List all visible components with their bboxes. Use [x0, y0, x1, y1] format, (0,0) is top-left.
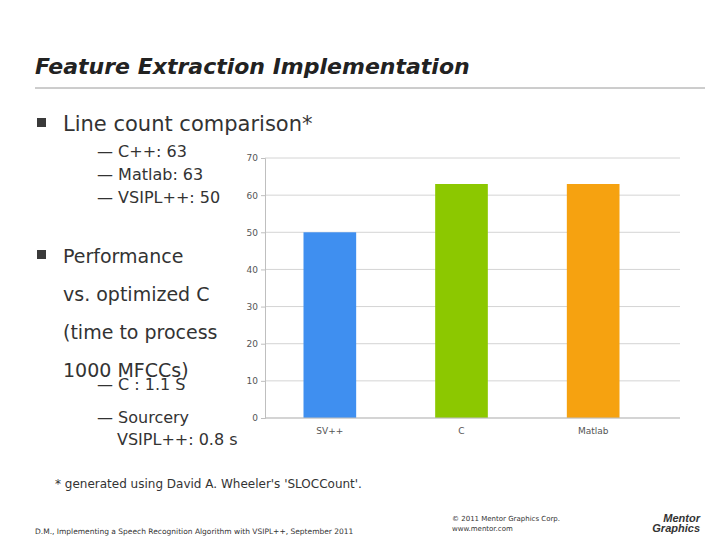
sub-bullet-text: — Sourcery — [97, 408, 189, 427]
y-axis-line — [261, 159, 266, 419]
y-tick: 20 — [247, 339, 265, 349]
x-axis-line — [265, 418, 680, 419]
sub-bullet-text: — Matlab: 63 — [97, 165, 203, 184]
y-tick: 50 — [247, 228, 265, 238]
bullet-text: vs. optimized C — [63, 283, 209, 305]
y-tick-mark — [261, 307, 265, 308]
grid-line — [265, 418, 680, 419]
slide: Feature Extraction Implementation Line co… — [0, 0, 720, 540]
footnote: * generated using David A. Wheeler's 'SL… — [55, 477, 362, 491]
x-tick: SV++ — [316, 418, 343, 436]
bar — [435, 184, 488, 418]
y-axis: 0 10 20 30 40 50 60 70 — [247, 153, 266, 423]
title-rule — [35, 88, 705, 89]
y-tick-label: 30 — [247, 302, 259, 312]
x-tick-label: Matlab — [578, 426, 609, 436]
bullet-text: Line count comparison* — [63, 112, 312, 136]
y-tick-label: 60 — [247, 191, 259, 201]
chart: 0 10 20 30 40 50 60 70 SV++ C Matlab — [247, 153, 680, 436]
bullet-marker — [37, 250, 46, 259]
y-tick-mark — [261, 381, 265, 382]
grid-line — [265, 158, 680, 159]
bullet-text: (time to process — [63, 321, 218, 343]
y-tick-label: 50 — [247, 228, 259, 238]
x-tick-label: C — [458, 426, 464, 436]
y-tick-label: 20 — [247, 339, 259, 349]
footer-citation: D.M., Implementing a Speech Recognition … — [35, 527, 354, 536]
logo: Graphics — [652, 522, 700, 534]
y-tick: 40 — [247, 265, 265, 275]
sub-bullet-text: — C++: 63 — [97, 142, 187, 161]
x-axis: SV++ C Matlab — [265, 418, 680, 436]
sub-bullet-text: — C : 1.1 S — [97, 375, 186, 394]
bullet-text: Performance — [63, 245, 183, 267]
bar — [304, 232, 357, 418]
y-tick: 70 — [247, 153, 265, 163]
y-tick-mark — [261, 158, 265, 159]
x-tick-label: SV++ — [316, 426, 343, 436]
y-tick-label: 70 — [247, 153, 259, 163]
copyright: © 2011 Mentor Graphics Corp. — [452, 515, 560, 523]
y-tick-mark — [261, 195, 265, 196]
y-tick-mark — [261, 344, 265, 345]
y-tick-label: 10 — [247, 376, 259, 386]
y-tick: 60 — [247, 191, 265, 201]
x-tick: C — [458, 418, 464, 436]
y-tick: 30 — [247, 302, 265, 312]
x-tick: Matlab — [578, 418, 609, 436]
sub-bullet-text: VSIPL++: 0.8 s — [117, 430, 238, 449]
slide-title: Feature Extraction Implementation — [35, 54, 470, 79]
bar — [567, 184, 620, 418]
y-tick-mark — [261, 232, 265, 233]
bars — [304, 184, 620, 418]
sub-bullet-text: — VSIPL++: 50 — [97, 188, 220, 207]
y-tick-mark — [261, 418, 265, 419]
grid — [265, 158, 680, 418]
y-tick-mark — [261, 269, 265, 270]
copyright: www.mentor.com — [452, 525, 513, 533]
y-tick-label: 40 — [247, 265, 259, 275]
y-tick-label: 0 — [252, 413, 258, 423]
y-tick: 10 — [247, 376, 265, 386]
bullet-marker — [37, 118, 46, 127]
y-tick: 0 — [252, 413, 265, 423]
